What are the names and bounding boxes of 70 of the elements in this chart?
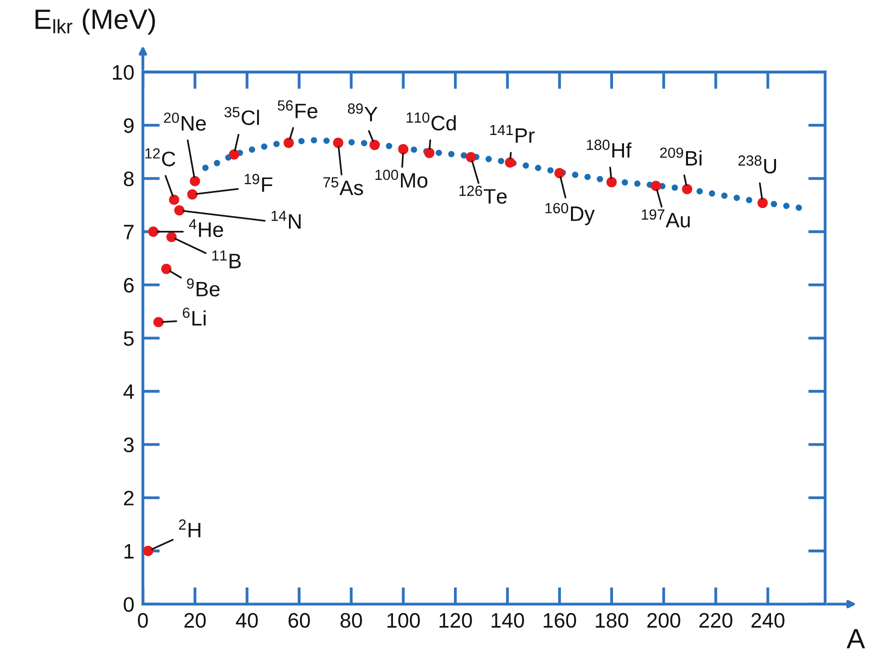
annotation: $^{6}$Li bbox=[182, 308, 206, 326]
x-tick-label: 120 bbox=[440, 613, 472, 628]
x-tick-label: 160 bbox=[544, 613, 576, 628]
annotation: $^{56}$Fe bbox=[278, 100, 318, 118]
annotation: $^{110}$Cd bbox=[406, 112, 456, 130]
y-tick-label: 9 bbox=[124, 118, 134, 134]
point bbox=[228, 149, 240, 160]
annotation: $^{160}$Dy bbox=[546, 203, 595, 226]
annotation: $^{20}$Ne bbox=[164, 112, 206, 131]
point bbox=[369, 140, 380, 150]
point bbox=[466, 152, 476, 162]
annotation: $^{141}$Pr bbox=[490, 124, 535, 143]
point bbox=[142, 546, 154, 556]
y-tick-label: 3 bbox=[124, 438, 134, 452]
y-tick-label: 7 bbox=[124, 224, 134, 240]
y-tick-label: 6 bbox=[124, 278, 134, 293]
point bbox=[504, 157, 516, 168]
point bbox=[168, 194, 180, 205]
y-tick-label: 2 bbox=[124, 490, 134, 506]
point bbox=[187, 189, 198, 200]
point bbox=[606, 177, 617, 188]
annotation: $^{14}$N bbox=[272, 210, 301, 229]
y-tick-label: 1 bbox=[124, 544, 134, 558]
point bbox=[153, 316, 164, 328]
point bbox=[148, 226, 158, 237]
annotation: $^{89}$Y bbox=[348, 103, 378, 122]
annotation: $^{126}$Te bbox=[460, 186, 507, 204]
x-tick-label: 60 bbox=[288, 613, 310, 628]
x-tick-label: 240 bbox=[752, 613, 784, 628]
point bbox=[398, 144, 408, 154]
annotation: $^{238}$U bbox=[738, 155, 776, 174]
point bbox=[333, 138, 344, 148]
x-tick-label: 200 bbox=[647, 613, 680, 628]
annotation: $^{180}$Hf bbox=[586, 140, 632, 158]
annotation: $^{209}$Bi bbox=[660, 148, 702, 166]
x-axis-title: A bbox=[846, 629, 866, 648]
x-tick-label: 140 bbox=[492, 613, 524, 628]
annotation: $^{35}$Cl bbox=[224, 106, 259, 126]
point bbox=[554, 168, 565, 178]
y-axis-title: E$_{lkr}$ (MeV) bbox=[36, 8, 155, 35]
point bbox=[161, 264, 172, 274]
x-tick-label: 0 bbox=[138, 613, 148, 628]
annotation: $^{197}$Au bbox=[642, 209, 690, 228]
annotation: $^{19}$F bbox=[244, 174, 272, 192]
x-tick-label: 100 bbox=[387, 613, 420, 628]
point bbox=[682, 184, 692, 194]
annotation: $^{4}$He bbox=[189, 219, 224, 238]
x-tick-label: 180 bbox=[596, 613, 628, 628]
annotation: $^{12}$C bbox=[145, 148, 176, 166]
y-tick-label: 10 bbox=[112, 65, 134, 80]
x-tick-label: 80 bbox=[340, 613, 362, 628]
point bbox=[166, 232, 177, 242]
point bbox=[650, 180, 662, 192]
y-tick-label: 8 bbox=[124, 171, 134, 186]
y-tick-label: 0 bbox=[124, 597, 134, 612]
point bbox=[284, 138, 294, 148]
annotation: $^{100}$Mo bbox=[376, 170, 428, 188]
x-tick-label: 20 bbox=[184, 613, 206, 628]
point bbox=[424, 148, 434, 158]
point bbox=[174, 205, 184, 216]
annotation: $^{75}$As bbox=[323, 177, 363, 196]
annotation: $^{2}$H bbox=[179, 519, 200, 538]
x-tick-label: 220 bbox=[699, 613, 732, 628]
point bbox=[757, 198, 768, 208]
x-tick-label: 40 bbox=[236, 613, 258, 628]
point bbox=[190, 176, 200, 186]
y-tick-label: 4 bbox=[123, 384, 134, 399]
y-tick-label: 5 bbox=[124, 331, 134, 346]
annotation: $^{11}$B bbox=[212, 250, 241, 268]
annotation: $^{9}$Be bbox=[187, 278, 220, 296]
